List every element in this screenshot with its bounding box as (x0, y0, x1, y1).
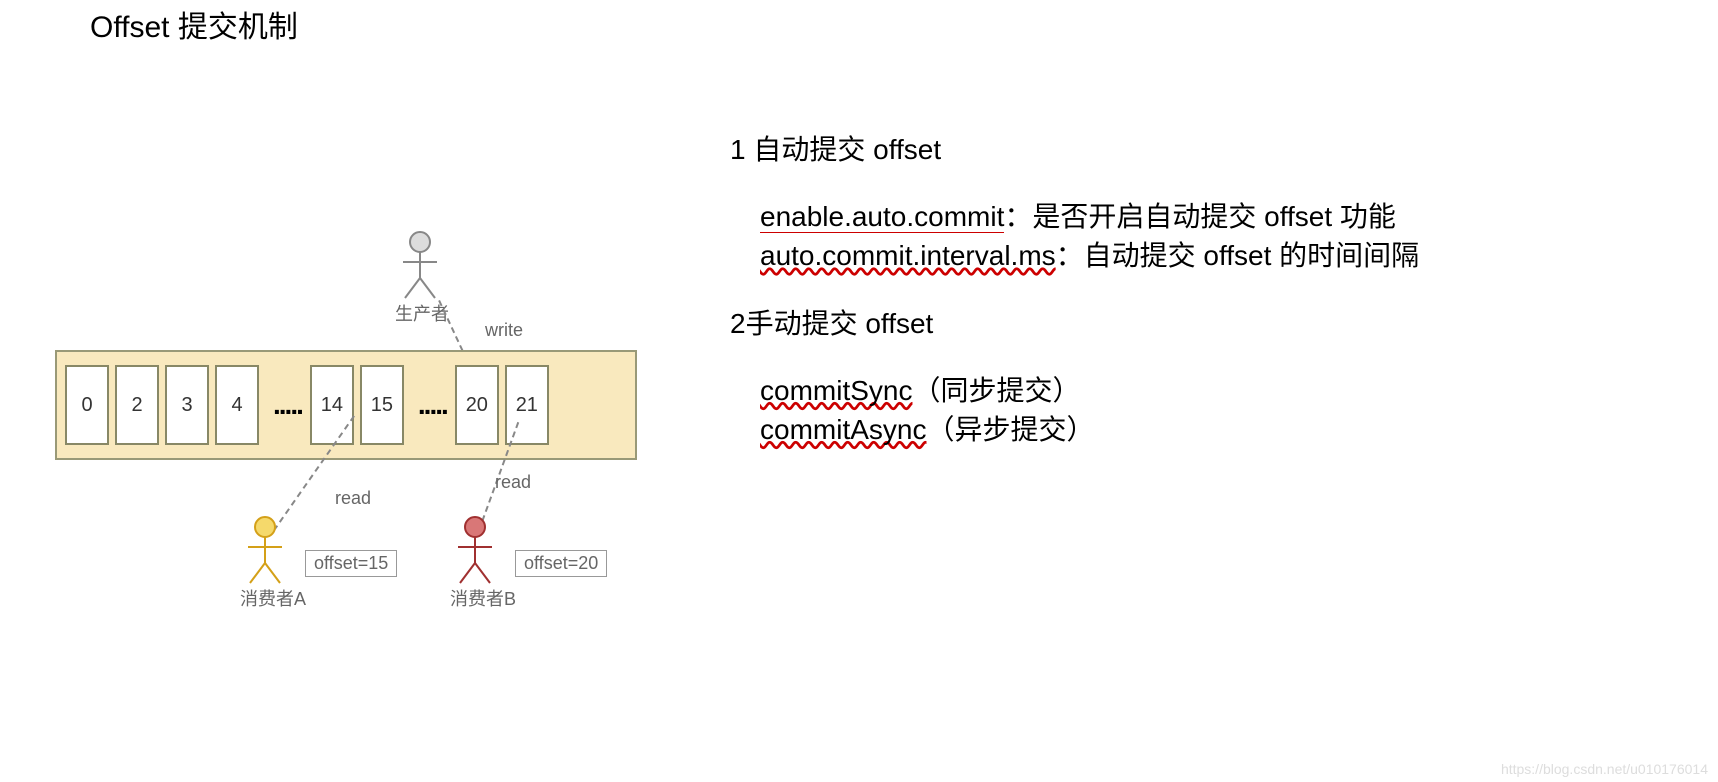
sync-key: commitSync (760, 375, 912, 406)
queue-dots: ..... (418, 389, 447, 421)
queue-cell: 15 (360, 365, 404, 445)
read-label-a: read (335, 488, 371, 509)
async-line: commitAsync（异步提交） (730, 410, 1419, 449)
queue-dots: ..... (273, 389, 302, 421)
read-label-b: read (495, 472, 531, 493)
async-desc: （异步提交） (926, 414, 1094, 445)
offset-box-a: offset=15 (305, 550, 397, 577)
page-title: Offset 提交机制 (90, 2, 298, 46)
write-label: write (485, 320, 523, 341)
queue-cell: 21 (505, 365, 549, 445)
queue-cell: 20 (455, 365, 499, 445)
section2-title: 2手动提交 offset (730, 304, 1419, 343)
producer-icon (395, 230, 445, 300)
enable-line: enable.auto.commit：是否开启自动提交 offset 功能 (730, 197, 1419, 236)
offset-diagram: 生产者 write 0234..... 1415..... 2021 read re… (55, 230, 655, 630)
enable-desc: ：是否开启自动提交 offset 功能 (1004, 201, 1396, 232)
sync-desc: （同步提交） (912, 375, 1080, 406)
consumer-a-label: 消费者A (240, 585, 306, 611)
sync-line: commitSync（同步提交） (730, 371, 1419, 410)
queue-cell: 0 (65, 365, 109, 445)
section1-title: 1 自动提交 offset (730, 130, 1419, 169)
watermark: https://blog.csdn.net/u010176014 (1501, 761, 1708, 777)
queue-cell: 2 (115, 365, 159, 445)
async-key: commitAsync (760, 414, 926, 445)
consumer-b-label: 消费者B (450, 585, 516, 611)
interval-desc: ：自动提交 offset 的时间间隔 (1056, 240, 1420, 271)
offset-box-b: offset=20 (515, 550, 607, 577)
interval-line: auto.commit.interval.ms：自动提交 offset 的时间间… (730, 236, 1419, 275)
producer-figure: 生产者 (395, 230, 449, 326)
explanation-text: 1 自动提交 offset enable.auto.commit：是否开启自动提… (730, 130, 1419, 449)
queue-cell: 3 (165, 365, 209, 445)
queue-cell: 14 (310, 365, 354, 445)
enable-key: enable.auto.commit (760, 201, 1004, 233)
interval-key: auto.commit.interval.ms (760, 240, 1056, 271)
queue-cell: 4 (215, 365, 259, 445)
consumer-a-figure: 消费者A (240, 515, 306, 611)
consumer-a-icon (240, 515, 290, 585)
consumer-b-icon (450, 515, 500, 585)
consumer-b-figure: 消费者B (450, 515, 516, 611)
message-queue: 0234..... 1415..... 2021 (55, 350, 637, 460)
